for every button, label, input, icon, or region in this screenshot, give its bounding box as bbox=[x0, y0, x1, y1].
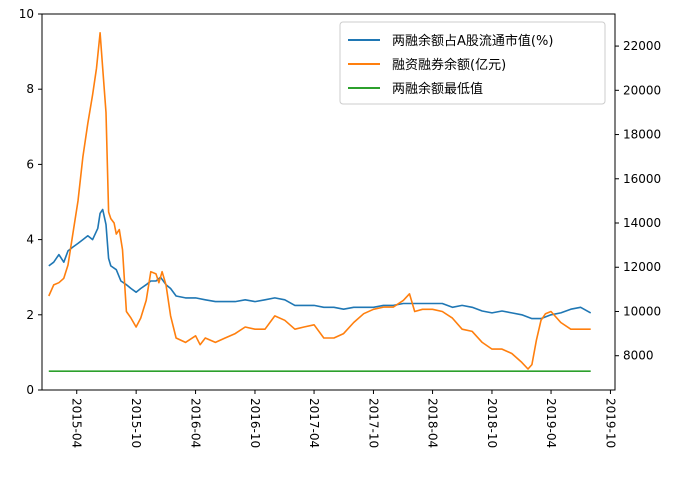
y-right-tick-label: 20000 bbox=[623, 83, 661, 97]
y-left-tick-label: 10 bbox=[19, 7, 34, 21]
legend-label: 两融余额最低值 bbox=[392, 81, 483, 97]
y-left-tick-label: 0 bbox=[26, 383, 34, 397]
plot-frame bbox=[41, 13, 616, 391]
y-right-tick-label: 22000 bbox=[623, 39, 661, 53]
series-line-1 bbox=[48, 31, 591, 370]
axes-group: 0 2 4 6 8 10 8000 10000 12000 14000 16000 18000 2000… bbox=[19, 7, 661, 448]
y-right-tick-label: 12000 bbox=[623, 260, 661, 274]
x-tick-label: 2017-10 bbox=[366, 398, 380, 448]
legend-box bbox=[339, 21, 606, 105]
x-tick-label: 2015-10 bbox=[129, 398, 143, 448]
series-lines-group bbox=[48, 31, 592, 373]
y-right-tick-label: 14000 bbox=[623, 216, 661, 230]
y-left-tick-label: 2 bbox=[26, 308, 34, 322]
x-tick-label: 2019-10 bbox=[603, 398, 617, 448]
x-tick-label: 2016-10 bbox=[248, 398, 262, 448]
legend: 两融余额占A股流通市值(%) 融资融券余额(亿元) 两融余额最低值 bbox=[339, 21, 606, 105]
legend-label: 融资融券余额(亿元) bbox=[392, 57, 506, 73]
series-line-0 bbox=[48, 208, 592, 320]
x-tick-label: 2018-10 bbox=[485, 398, 499, 448]
x-tick-label: 2017-04 bbox=[307, 398, 321, 448]
x-tick-label: 2015-04 bbox=[70, 398, 84, 448]
y-left-tick-label: 4 bbox=[26, 233, 34, 247]
legend-label: 两融余额占A股流通市值(%) bbox=[392, 33, 553, 49]
x-tick-label: 2018-04 bbox=[426, 398, 440, 448]
y-left-tick-label: 6 bbox=[26, 157, 34, 171]
y-right-tick-label: 10000 bbox=[623, 304, 661, 318]
y-left-tick-label: 8 bbox=[26, 82, 34, 96]
x-tick-label: 2019-04 bbox=[544, 398, 558, 448]
y-right-tick-label: 18000 bbox=[623, 128, 661, 142]
y-right-tick-label: 16000 bbox=[623, 172, 661, 186]
x-tick-label: 2016-04 bbox=[189, 398, 203, 448]
y-right-tick-label: 8000 bbox=[623, 349, 654, 363]
